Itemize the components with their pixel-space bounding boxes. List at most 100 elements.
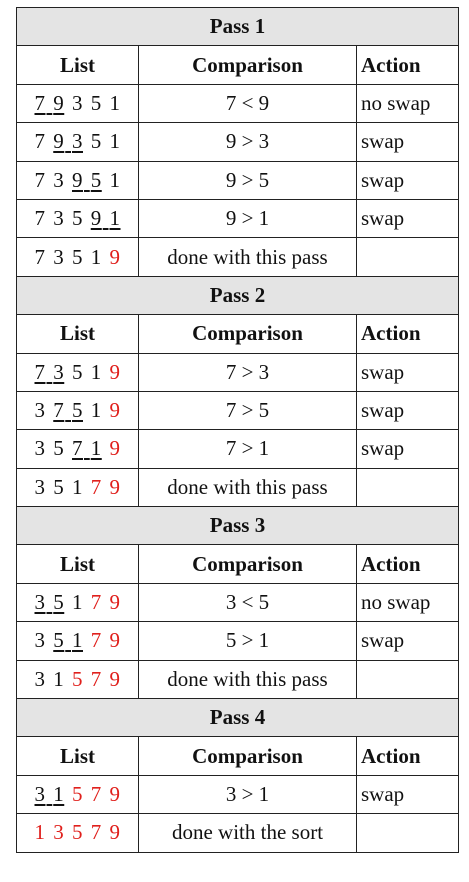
list-digit: 9 bbox=[72, 167, 83, 192]
step-row: 7 3 5 1 9 done with this pass bbox=[16, 237, 459, 277]
list-digit: 1 bbox=[90, 359, 102, 384]
list-digit: 9 bbox=[90, 206, 102, 231]
list-digit: 7 bbox=[34, 129, 46, 154]
column-header-row: List Comparison Action bbox=[16, 736, 459, 776]
list-digit: 1 bbox=[53, 666, 65, 691]
list-digit: 7 bbox=[34, 167, 46, 192]
comparison-cell: 3 > 1 bbox=[138, 774, 357, 815]
sorted-digit: 9 bbox=[109, 436, 121, 461]
list-digit: 3 bbox=[34, 782, 46, 806]
list-digit: 5 bbox=[72, 359, 83, 384]
comparison-cell: done with this pass bbox=[138, 467, 357, 508]
list-digit: 1 bbox=[90, 244, 102, 269]
list-digit: 1 bbox=[72, 590, 83, 615]
action-cell: swap bbox=[356, 429, 459, 469]
action-column-header: Action bbox=[356, 544, 459, 584]
action-column-header: Action bbox=[356, 45, 459, 85]
list-digit: 5 bbox=[72, 398, 83, 423]
list-digit: 3 bbox=[34, 590, 46, 615]
column-header-row: List Comparison Action bbox=[16, 314, 459, 354]
list-digit: 1 bbox=[72, 474, 83, 499]
list-digit: 1 bbox=[72, 628, 83, 653]
comparison-cell: done with the sort bbox=[138, 813, 357, 853]
sorted-digit: 7 bbox=[90, 590, 102, 615]
list-column-header: List bbox=[16, 45, 139, 85]
compared-pair: 7 5 bbox=[52, 398, 84, 422]
list-digit: 5 bbox=[53, 628, 65, 653]
list-digit: 1 bbox=[109, 167, 121, 192]
list-digit: 5 bbox=[72, 206, 83, 231]
list-digit: 3 bbox=[72, 129, 83, 154]
list-digit: 7 bbox=[34, 244, 46, 269]
comparison-cell: 5 > 1 bbox=[138, 621, 357, 661]
sorted-digit: 1 bbox=[34, 820, 46, 845]
comparison-cell: done with this pass bbox=[138, 659, 357, 700]
action-cell: swap bbox=[356, 774, 459, 815]
list-digit: 1 bbox=[90, 398, 102, 423]
step-row: 1 3 5 7 9 done with the sort bbox=[16, 813, 459, 853]
sorted-digit: 9 bbox=[109, 782, 121, 806]
list-cell: 7 3 5 9 1 bbox=[16, 198, 139, 239]
list-digit: 1 bbox=[109, 129, 121, 154]
comparison-column-header: Comparison bbox=[138, 45, 357, 85]
action-cell bbox=[356, 813, 459, 853]
list-column-header: List bbox=[16, 314, 139, 354]
compared-pair: 9 3 bbox=[52, 129, 84, 153]
list-digit: 5 bbox=[53, 590, 65, 615]
action-column-header: Action bbox=[356, 736, 459, 776]
sorted-digit: 5 bbox=[72, 782, 83, 806]
sorted-digit: 9 bbox=[109, 474, 121, 499]
action-cell: swap bbox=[356, 621, 459, 661]
sorted-digit: 7 bbox=[90, 782, 102, 806]
list-digit: 5 bbox=[53, 474, 65, 499]
list-cell: 7 9 3 5 1 bbox=[16, 83, 139, 124]
pass-title-row: Pass 1 bbox=[16, 6, 459, 47]
list-digit: 3 bbox=[72, 90, 83, 115]
compared-pair: 3 5 bbox=[34, 590, 66, 614]
comparison-cell: 3 < 5 bbox=[138, 582, 357, 623]
action-cell: swap bbox=[356, 198, 459, 239]
pass-title: Pass 1 bbox=[16, 6, 459, 47]
column-header-row: List Comparison Action bbox=[16, 544, 459, 584]
list-cell: 1 3 5 7 9 bbox=[16, 813, 139, 853]
list-digit: 9 bbox=[53, 90, 65, 115]
comparison-column-header: Comparison bbox=[138, 736, 357, 776]
compared-pair: 7 9 bbox=[34, 91, 66, 115]
sorted-digit: 5 bbox=[72, 666, 83, 691]
list-digit: 3 bbox=[34, 398, 46, 423]
list-cell: 7 9 3 5 1 bbox=[16, 122, 139, 162]
sorted-digit: 7 bbox=[90, 666, 102, 691]
compared-pair: 5 1 bbox=[52, 628, 84, 652]
list-digit: 5 bbox=[53, 436, 65, 461]
list-cell: 3 1 5 7 9 bbox=[16, 774, 139, 815]
comparison-cell: 9 > 1 bbox=[138, 198, 357, 239]
sorted-digit: 3 bbox=[53, 820, 65, 845]
list-digit: 7 bbox=[34, 206, 46, 231]
action-cell: swap bbox=[356, 160, 459, 200]
sorted-digit: 7 bbox=[90, 628, 102, 653]
list-cell: 7 3 5 1 9 bbox=[16, 352, 139, 392]
action-column-header: Action bbox=[356, 314, 459, 354]
compared-pair: 9 5 bbox=[71, 168, 103, 192]
action-cell: no swap bbox=[356, 582, 459, 623]
list-digit: 7 bbox=[34, 359, 46, 384]
action-cell: no swap bbox=[356, 83, 459, 124]
list-digit: 3 bbox=[34, 436, 46, 461]
list-cell: 3 5 1 7 9 bbox=[16, 467, 139, 508]
comparison-cell: 7 > 1 bbox=[138, 429, 357, 469]
list-digit: 3 bbox=[34, 628, 46, 653]
list-digit: 5 bbox=[90, 167, 102, 192]
list-digit: 7 bbox=[34, 90, 46, 115]
list-digit: 5 bbox=[90, 129, 102, 154]
compared-pair: 7 1 bbox=[71, 436, 103, 460]
pass-title-row: Pass 4 bbox=[16, 698, 459, 738]
list-digit: 3 bbox=[53, 167, 65, 192]
compared-pair: 3 1 bbox=[34, 782, 66, 806]
